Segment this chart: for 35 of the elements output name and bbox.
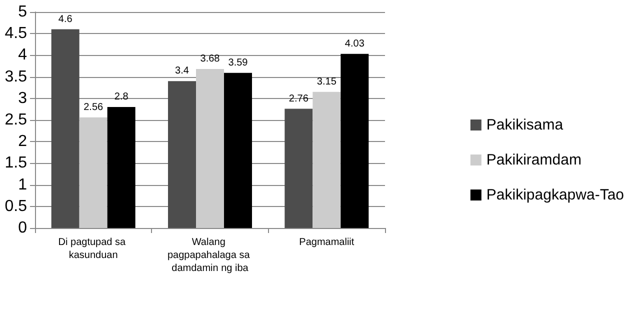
bar [224, 72, 252, 228]
bar [312, 92, 341, 228]
legend-label: Pakikisama [486, 116, 564, 134]
y-tick-label: 3.5 [4, 68, 28, 86]
data-label: 3.59 [228, 57, 248, 68]
x-tick-label: Di pagtupad sa kasunduan [58, 237, 128, 261]
data-label: 3.4 [175, 66, 190, 77]
y-tick-label: 5 [18, 4, 28, 20]
y-tick-label: 3 [18, 90, 28, 107]
y-tick-label: 0 [18, 220, 28, 236]
bar [340, 54, 369, 228]
bar [51, 29, 80, 228]
y-tick-label: 4 [18, 46, 28, 64]
data-label: 2.8 [114, 92, 129, 103]
data-label: 4.03 [344, 38, 365, 50]
legend-label: Pakikipagkapwa-Tao [486, 186, 624, 204]
y-tick-label: 4.5 [4, 25, 28, 42]
y-tick-label: 1.5 [4, 154, 28, 172]
y-tick-label: 2 [18, 133, 28, 150]
bar [284, 108, 313, 228]
bar [107, 107, 136, 228]
data-label: 2.56 [84, 102, 104, 113]
data-label: 2.76 [288, 93, 309, 104]
y-tick-label: 0.5 [4, 198, 28, 215]
bar [79, 117, 108, 228]
x-tick-label: Walang pagpapahalaga sa damdamin ng iba [167, 237, 253, 274]
data-label: 3.68 [200, 54, 220, 65]
y-tick-label: 2.5 [4, 112, 28, 128]
bar [196, 69, 224, 228]
x-tick-label: Pagmamaliit [299, 237, 354, 248]
y-tick-label: 1 [18, 176, 28, 194]
bar [168, 81, 196, 228]
legend-label: Pakikiramdam [486, 152, 582, 168]
data-label: 4.6 [58, 14, 73, 25]
data-label: 3.15 [316, 76, 337, 88]
